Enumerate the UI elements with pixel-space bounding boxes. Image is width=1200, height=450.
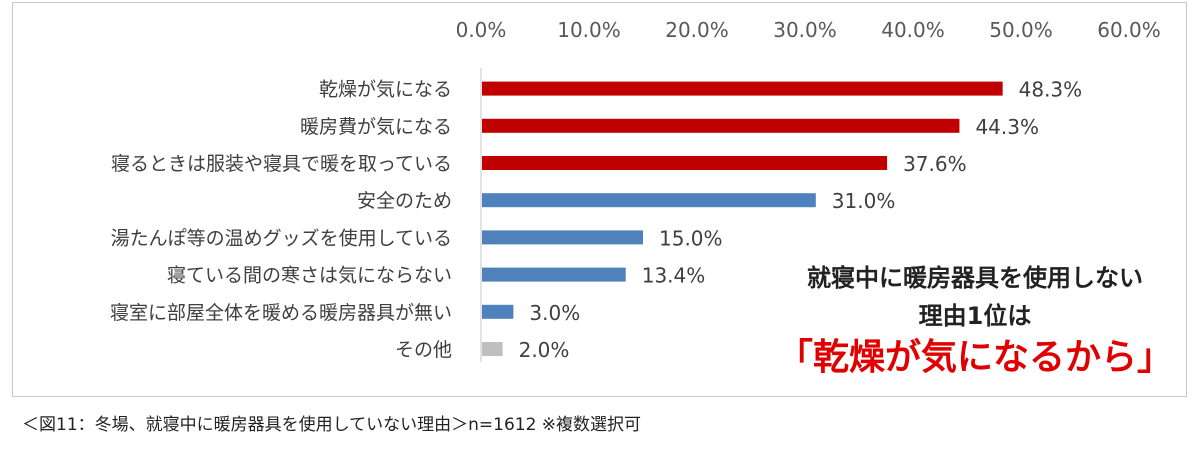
category-label: 暖房費が気になる [300, 116, 452, 138]
bar [482, 156, 888, 170]
bar-chart: 0.0% 10.0% 20.0% 30.0% 40.0% 50.0% 60.0% 乾燥が気にな… [110, 18, 1161, 362]
x-tick-label: 30.0% [773, 18, 837, 42]
x-tick-label: 0.0% [456, 18, 507, 42]
data-label: 2.0% [519, 338, 570, 362]
data-label: 13.4% [642, 264, 706, 288]
annotation-highlight: 「乾燥が気になるから」 [776, 337, 1173, 378]
data-label: 15.0% [659, 226, 723, 250]
x-tick-label: 10.0% [557, 18, 621, 42]
x-tick-label: 20.0% [665, 18, 729, 42]
category-label: 寝るときは服装や寝具で暖を取っている [111, 153, 452, 175]
bar [482, 193, 816, 208]
category-label: 湯たんぽ等の温めグッズを使用している [111, 227, 452, 249]
bar [482, 304, 514, 319]
bar [482, 230, 643, 245]
x-tick-label: 40.0% [881, 18, 945, 42]
category-label: 乾燥が気になる [319, 79, 452, 101]
bar [482, 267, 626, 282]
x-tick-label: 50.0% [989, 18, 1053, 42]
data-label: 44.3% [975, 115, 1039, 139]
category-label: 寝ている間の寒さは気にならない [167, 265, 452, 287]
bar [482, 118, 960, 133]
data-label: 37.6% [903, 152, 967, 176]
category-label: 寝室に部屋全体を暖める暖房器具が無い [110, 302, 452, 324]
bar [482, 81, 1003, 96]
annotation-line-1: 就寝中に暖房器具を使用しない [807, 264, 1143, 292]
figure-caption: ＜図11：冬場、就寝中に暖房器具を使用していない理由＞n=1612 ※複数選択可 [22, 415, 642, 435]
data-label: 31.0% [832, 189, 896, 213]
x-tick-label: 60.0% [1097, 18, 1161, 42]
data-label: 3.0% [529, 301, 580, 325]
bar [482, 342, 503, 356]
annotation-line-2: 理由1位は [918, 302, 1032, 330]
category-label: 安全のため [357, 190, 452, 212]
chart-frame [12, 2, 1187, 397]
category-label: その他 [395, 339, 452, 361]
data-label: 48.3% [1019, 78, 1083, 102]
